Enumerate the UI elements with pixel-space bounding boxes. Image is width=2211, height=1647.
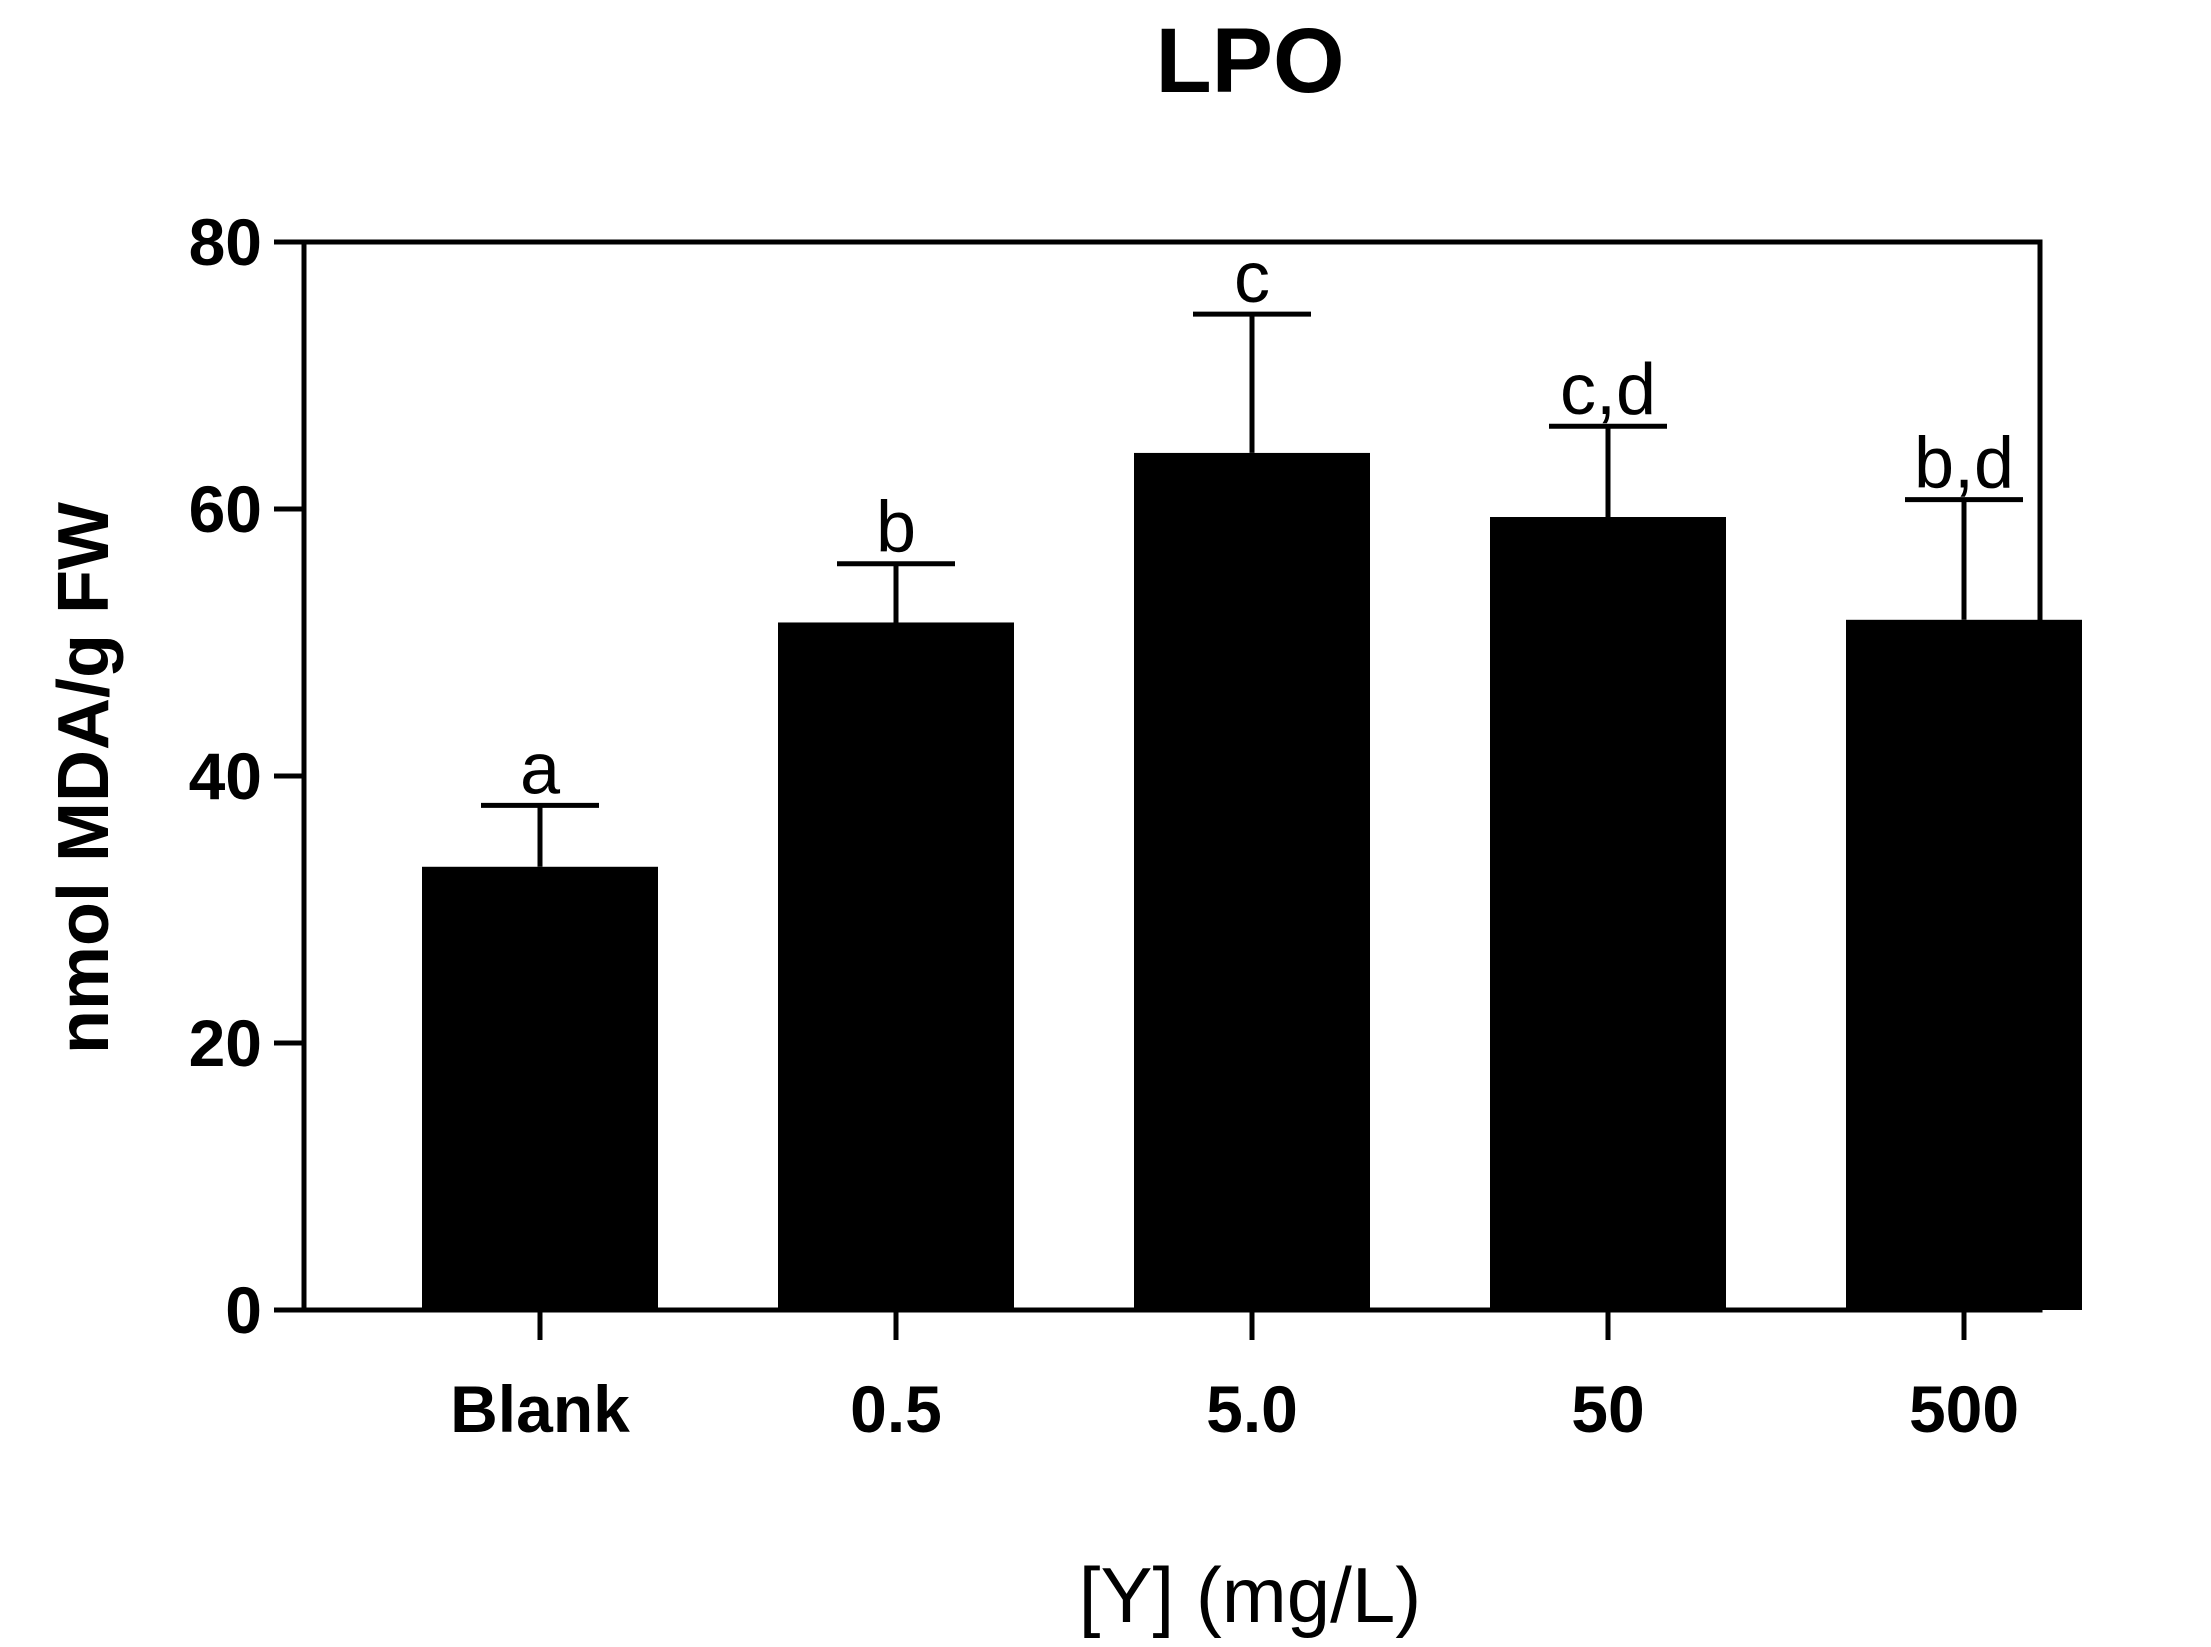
bar [422,866,658,1310]
x-tick-label: 500 [1909,1372,2019,1446]
y-tick-label: 60 [189,472,262,546]
y-tick-label: 40 [189,739,262,813]
significance-label: c,d [1560,350,1656,430]
bar [1490,517,1726,1310]
x-tick-label: 5.0 [1206,1372,1298,1446]
y-axis-title: nmol MDA/g FW [44,502,124,1054]
significance-label: b [876,488,916,568]
chart-title: LPO [1155,10,1344,112]
y-tick-label: 20 [189,1006,262,1080]
bar [1846,619,2082,1310]
y-tick-label: 80 [189,205,262,279]
x-tick-label: Blank [450,1372,630,1446]
x-tick-label: 0.5 [850,1372,942,1446]
plot-area: 0 20 40 60 80 a Blank b 0.5 c 5.0 c,d 50 b,d 500 [189,205,2082,1446]
x-tick-label: 50 [1571,1372,1644,1446]
bar [1134,452,1370,1310]
significance-label: a [520,729,561,809]
x-axis-title: [Y] (mg/L) [1079,1551,1421,1639]
significance-label: c [1234,238,1270,318]
significance-label: b,d [1914,424,2014,504]
bar [778,622,1014,1310]
y-tick-label: 0 [225,1273,262,1347]
